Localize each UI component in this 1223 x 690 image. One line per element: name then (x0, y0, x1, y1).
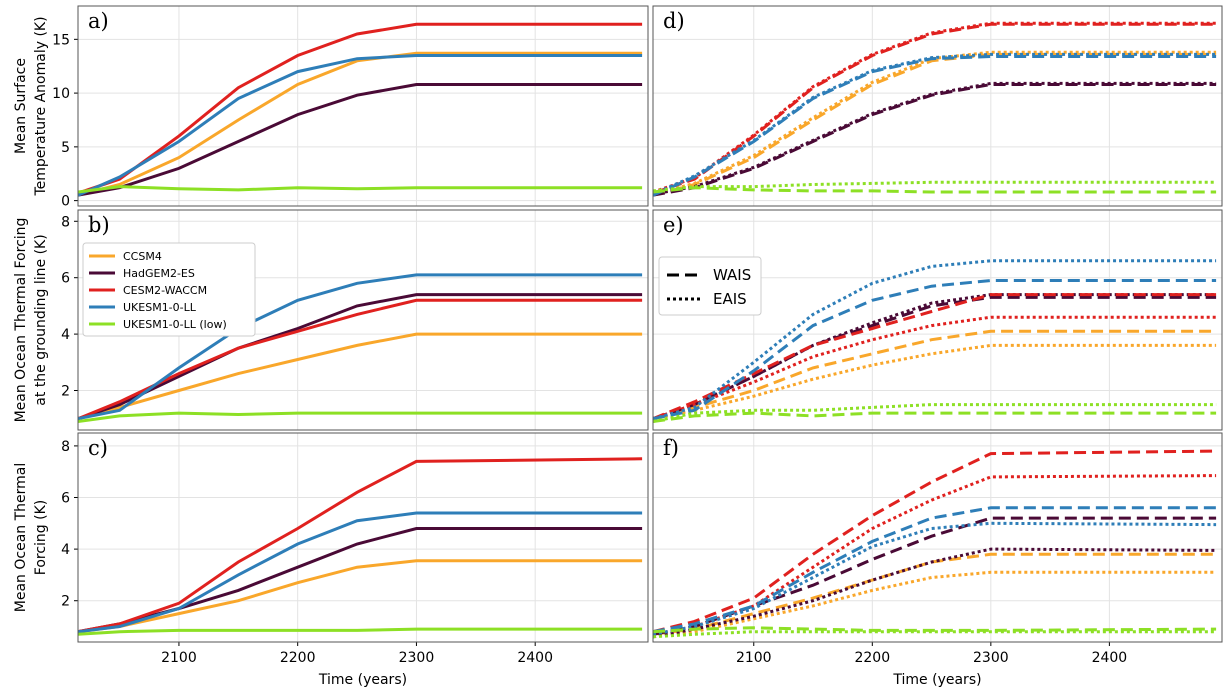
y-tick-label: 15 (52, 32, 70, 48)
x-tick-label: 2400 (517, 650, 553, 666)
y-axis-label: Mean Ocean Thermal Forcing (13, 218, 29, 423)
y-tick-label: 2 (61, 384, 70, 400)
series-line (78, 83, 643, 197)
y-tick-label: 4 (61, 327, 70, 343)
series-line (653, 21, 1217, 194)
series-line (653, 630, 1217, 639)
series-line (78, 332, 643, 421)
series-line (653, 329, 1217, 421)
legend-label: EAIS (713, 290, 747, 308)
series-line (653, 22, 1217, 195)
legend-label: HadGEM2-ES (123, 267, 195, 280)
series-line (653, 343, 1217, 421)
series-line (653, 516, 1217, 636)
x-tick-label: 2100 (736, 650, 772, 666)
y-axis-label: at the grounding line (K) (33, 234, 49, 405)
series-line (653, 52, 1217, 196)
y-tick-label: 2 (61, 594, 70, 610)
series-line (78, 298, 643, 421)
series-line (78, 185, 643, 194)
x-tick-label: 2200 (280, 650, 316, 666)
x-tick-label: 2400 (1092, 650, 1128, 666)
x-tick-label: 2300 (973, 650, 1009, 666)
y-tick-label: 5 (61, 140, 70, 156)
legend-label: UKESM1-0-LL (low) (123, 318, 227, 331)
series-line (653, 521, 1217, 636)
y-tick-label: 0 (61, 194, 70, 210)
series-line (653, 186, 1217, 194)
legend-label: CCSM4 (123, 250, 162, 263)
x-axis-label: Time (years) (892, 672, 981, 688)
series-line (653, 180, 1217, 193)
legend-label: CESM2-WACCM (123, 284, 207, 297)
y-axis-label: Mean Ocean Thermal (13, 463, 29, 612)
panel-label: b) (88, 213, 110, 237)
series-line (653, 83, 1217, 197)
series-line (78, 627, 643, 636)
series-line (78, 511, 643, 634)
legend-box (82, 242, 256, 337)
series-line (653, 279, 1217, 421)
panel-label: e) (663, 213, 684, 237)
plot-frame (77, 5, 649, 207)
series-line (653, 50, 1217, 196)
series-line (78, 54, 643, 197)
plot-frame (652, 5, 1223, 207)
panel-label: a) (88, 9, 109, 33)
y-tick-label: 6 (61, 491, 70, 507)
y-axis-label: Temperature Anomaly (K) (33, 16, 49, 196)
y-axis-label: Mean Surface (13, 58, 29, 154)
series-line (653, 449, 1217, 634)
series-line (653, 411, 1217, 423)
x-tick-label: 2100 (161, 650, 197, 666)
x-tick-label: 2300 (399, 650, 435, 666)
series-line (78, 22, 643, 195)
panel-label: c) (88, 436, 108, 460)
plot-frame (652, 432, 1223, 643)
legend-label: WAIS (713, 266, 751, 284)
y-tick-label: 8 (61, 439, 70, 455)
series-line (653, 81, 1217, 196)
y-tick-label: 10 (52, 86, 70, 102)
y-tick-label: 8 (61, 214, 70, 230)
series-line (653, 570, 1217, 639)
series-line (78, 559, 643, 634)
panel-label: d) (663, 9, 685, 33)
y-axis-label: Forcing (K) (33, 500, 49, 575)
series-line (653, 55, 1217, 197)
legend-label: UKESM1-0-LL (123, 301, 197, 314)
plot-frame (652, 209, 1223, 431)
x-axis-label: Time (years) (318, 672, 407, 688)
series-line (653, 474, 1217, 636)
legend-box (658, 256, 762, 316)
plot-frame (77, 432, 649, 643)
series-line (653, 259, 1217, 421)
panel-label: f) (663, 436, 679, 460)
series-line (78, 411, 643, 423)
x-tick-label: 2200 (854, 650, 890, 666)
series-line (653, 626, 1217, 634)
series-line (78, 273, 643, 421)
y-tick-label: 6 (61, 271, 70, 287)
series-line (653, 293, 1217, 421)
series-line (653, 506, 1217, 634)
series-line (78, 457, 643, 634)
y-tick-label: 4 (61, 542, 70, 558)
plot-frame (77, 209, 649, 431)
